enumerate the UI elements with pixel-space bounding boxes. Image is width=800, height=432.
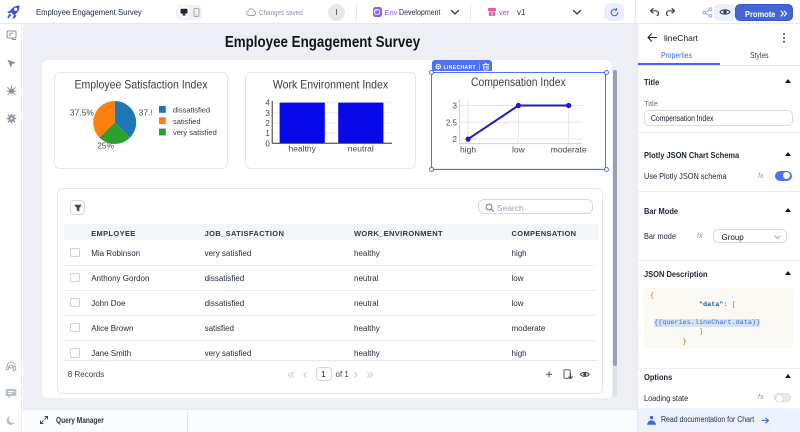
svg-text:very satisfied: very satisfied [173,128,217,137]
svg-text:2.5: 2.5 [446,118,458,127]
svg-text:satisfied: satisfied [173,117,201,126]
svg-text:25%: 25% [97,141,114,151]
svg-text:0: 0 [265,139,270,148]
svg-text:37.5%: 37.5% [70,108,95,118]
svg-text:neutral: neutral [348,144,374,154]
svg-text:1: 1 [265,129,270,138]
svg-text:Work Environment Index: Work Environment Index [273,79,389,92]
svg-text:2: 2 [265,119,270,128]
svg-text:Employee Satisfaction Index: Employee Satisfaction Index [74,79,207,92]
svg-text:dissatisfied: dissatisfied [173,106,210,115]
svg-text:4: 4 [265,99,270,108]
svg-text:low: low [512,145,526,155]
svg-text:moderate: moderate [551,145,587,155]
svg-text:2: 2 [453,135,458,144]
svg-text:Compensation Index: Compensation Index [471,76,566,89]
svg-text:3: 3 [265,109,270,118]
svg-text:healthy: healthy [288,144,316,154]
svg-text:37.5%: 37.5% [139,108,164,118]
svg-text:3: 3 [453,102,458,111]
svg-text:high: high [460,145,476,155]
svg-text:LINECHART: LINECHART [443,65,476,71]
